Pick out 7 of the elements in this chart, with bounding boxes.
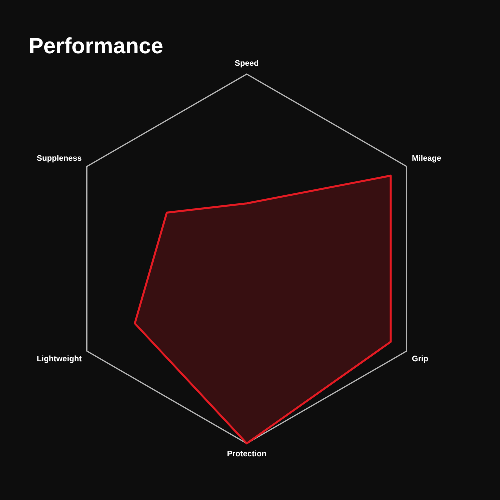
spoke-label: Protection — [227, 450, 267, 459]
chart-title: Performance — [29, 33, 164, 58]
spoke-label: Lightweight — [37, 354, 82, 364]
spoke-label: Mileage — [412, 154, 442, 164]
spoke-label: Suppleness — [36, 154, 82, 164]
spoke-label: Grip — [412, 354, 429, 364]
spoke-label: Speed — [234, 58, 260, 68]
